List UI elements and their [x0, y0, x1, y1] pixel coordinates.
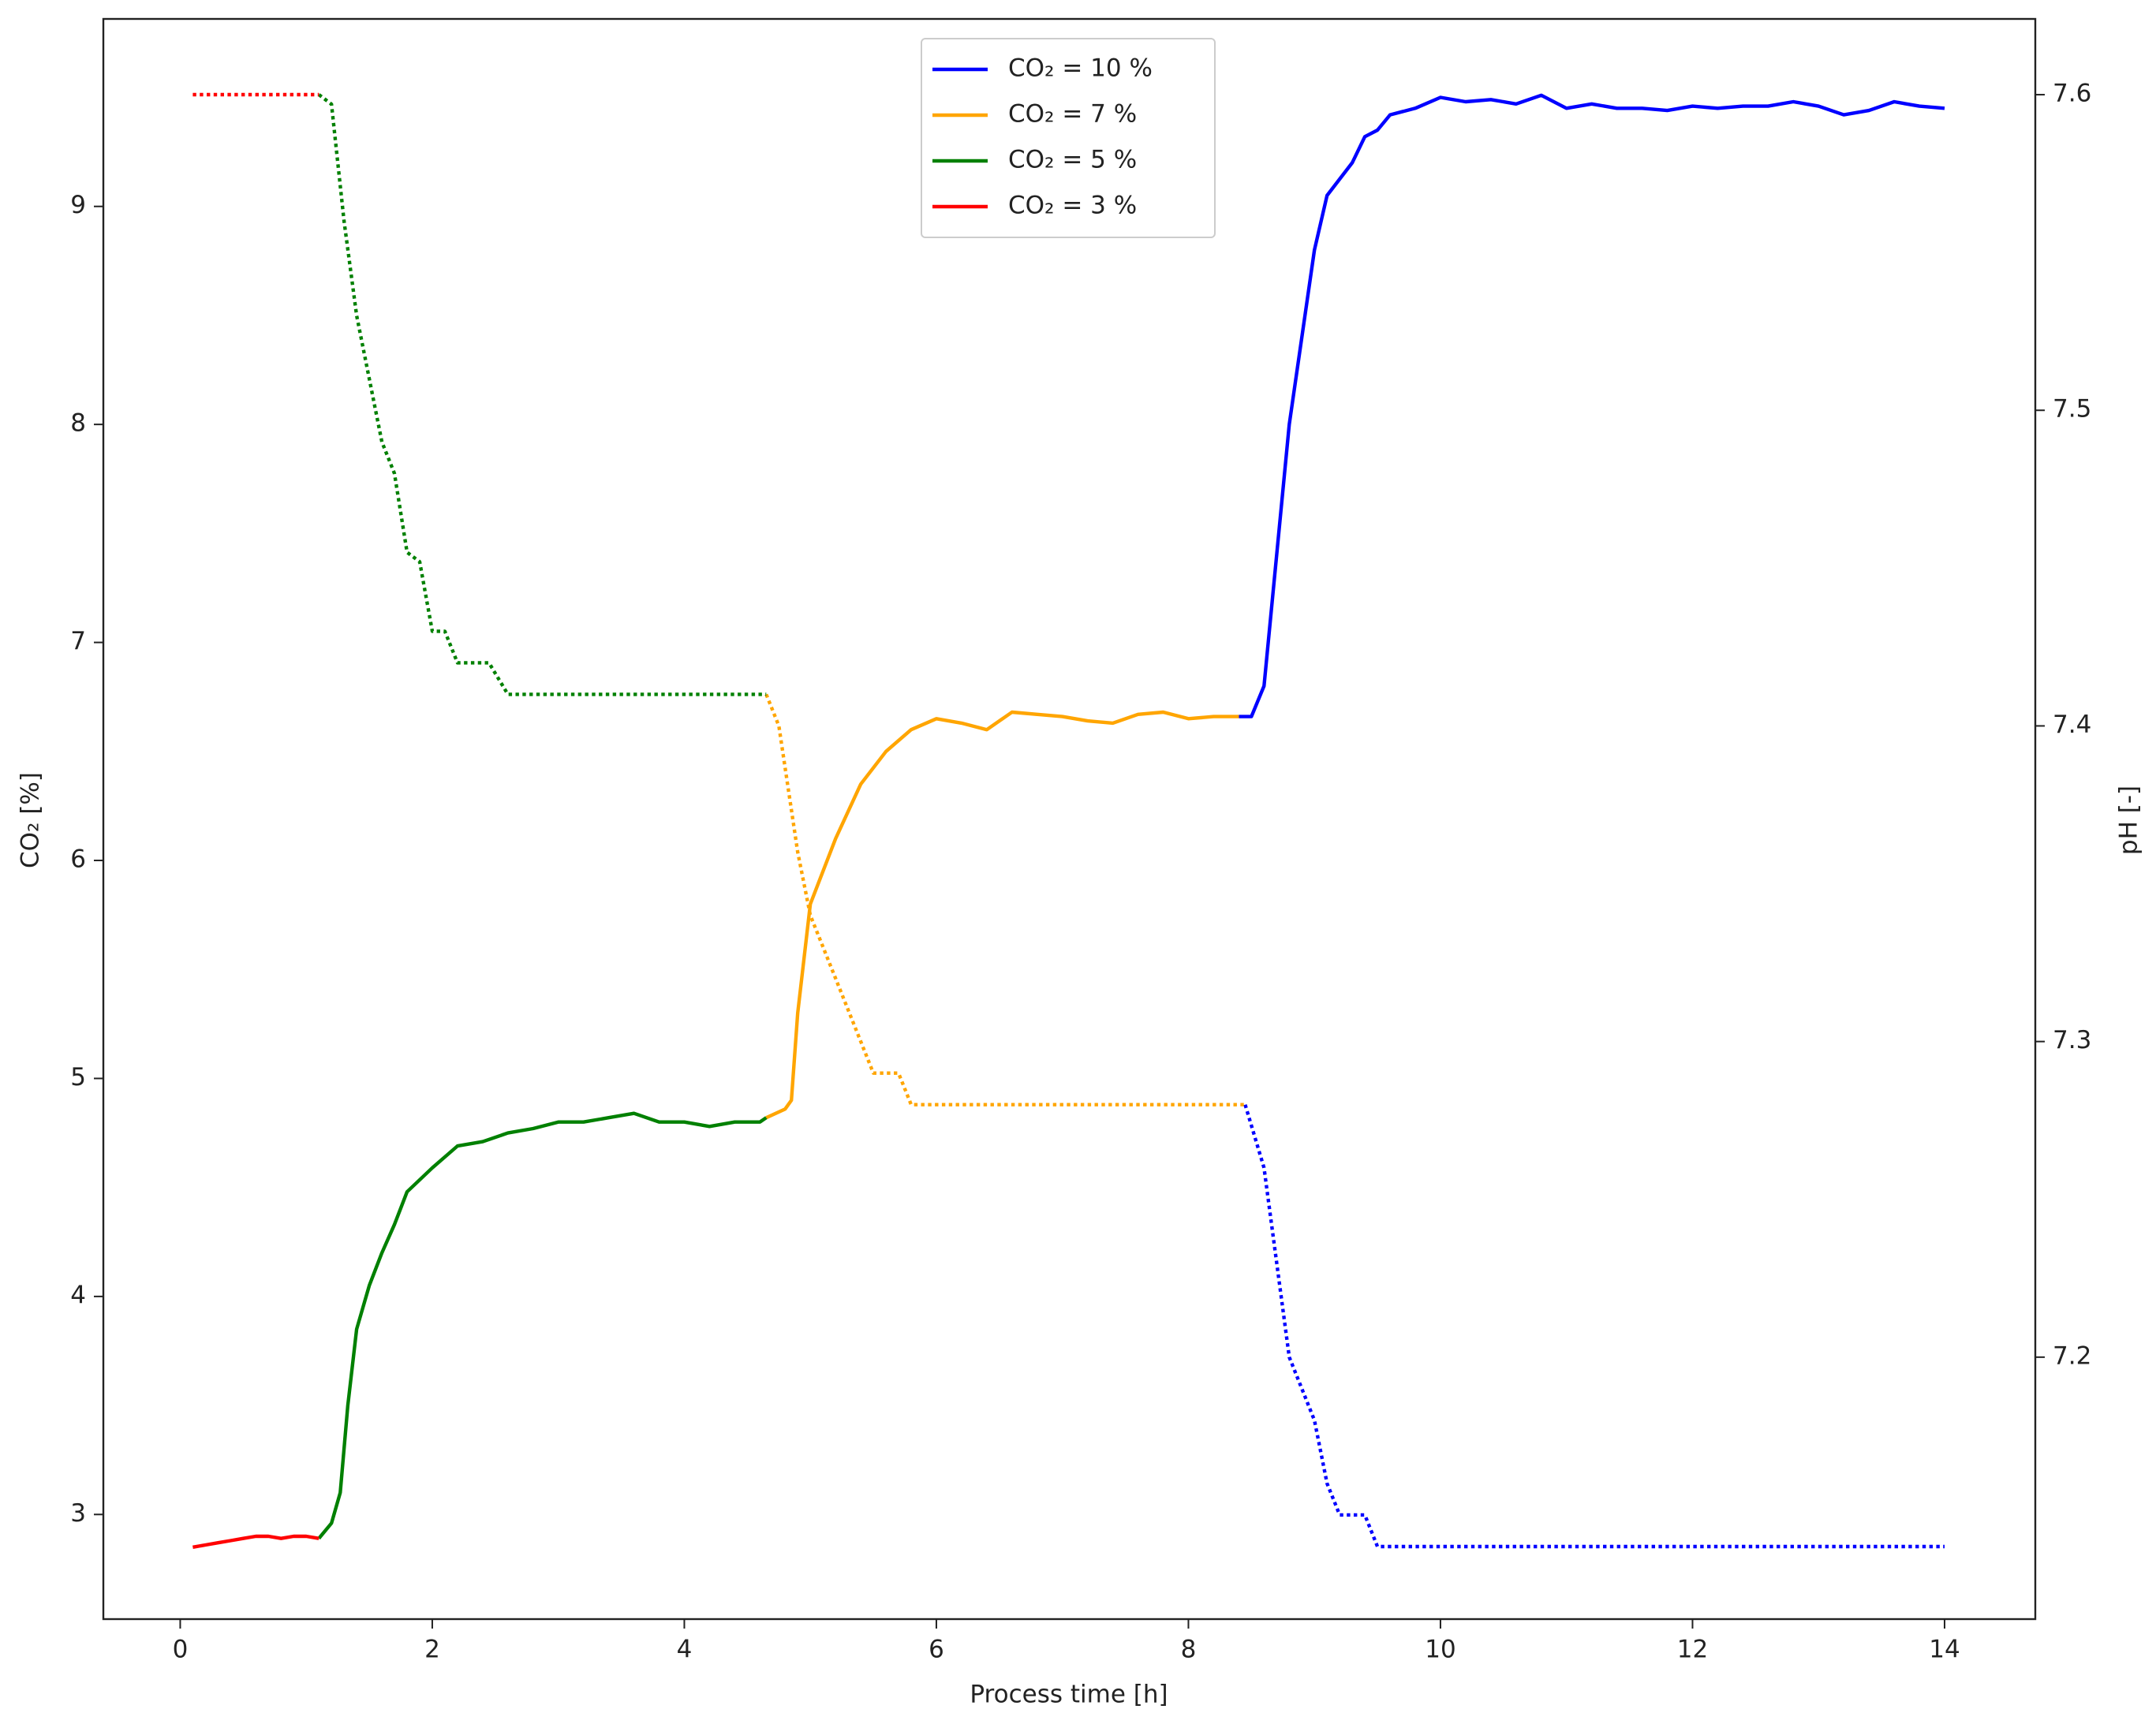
- y2-axis-label: pH [-]: [2115, 786, 2143, 855]
- co2-line: [1239, 93, 1945, 718]
- plot-frame: [102, 17, 2037, 1621]
- y2-tick-label: 7.4: [2053, 711, 2091, 739]
- x-tick-label: 14: [1929, 1636, 1960, 1664]
- x-tick-label: 10: [1425, 1636, 1455, 1664]
- x-tick-label: 6: [929, 1636, 944, 1664]
- co2-line: [317, 1111, 768, 1540]
- y-tick-label: 7: [70, 627, 86, 655]
- legend-label: CO₂ = 3 %: [1008, 192, 1137, 220]
- y-tick-label: 5: [70, 1063, 86, 1091]
- ph-line: [317, 93, 767, 696]
- y2-tick-label: 7.6: [2053, 80, 2091, 108]
- x-tick-label: 4: [677, 1636, 693, 1664]
- x-tick-label: 2: [424, 1636, 440, 1664]
- y-tick-label: 9: [70, 191, 86, 219]
- y-tick-label: 8: [70, 409, 86, 438]
- y2-tick-label: 7.3: [2053, 1026, 2091, 1054]
- y-tick-label: 4: [70, 1281, 86, 1309]
- ph-line: [1243, 1104, 1945, 1549]
- ph-line: [764, 693, 1246, 1106]
- x-axis-label: Process time [h]: [970, 1681, 1168, 1709]
- legend-label: CO₂ = 5 %: [1008, 146, 1137, 174]
- x-tick-label: 12: [1677, 1636, 1708, 1664]
- y2-tick-label: 7.2: [2053, 1342, 2091, 1370]
- legend-label: CO₂ = 10 %: [1008, 54, 1153, 83]
- legend-box: [921, 38, 1216, 238]
- y-axis-label: CO₂ [%]: [17, 772, 45, 868]
- legend-label: CO₂ = 7 %: [1008, 100, 1137, 129]
- y2-tick-label: 7.5: [2053, 395, 2091, 424]
- x-tick-label: 0: [173, 1636, 189, 1664]
- co2-line: [765, 710, 1239, 1120]
- y-tick-label: 6: [70, 845, 86, 874]
- co2-line: [192, 1534, 319, 1549]
- x-tick-label: 8: [1181, 1636, 1197, 1664]
- y-tick-label: 3: [70, 1499, 86, 1528]
